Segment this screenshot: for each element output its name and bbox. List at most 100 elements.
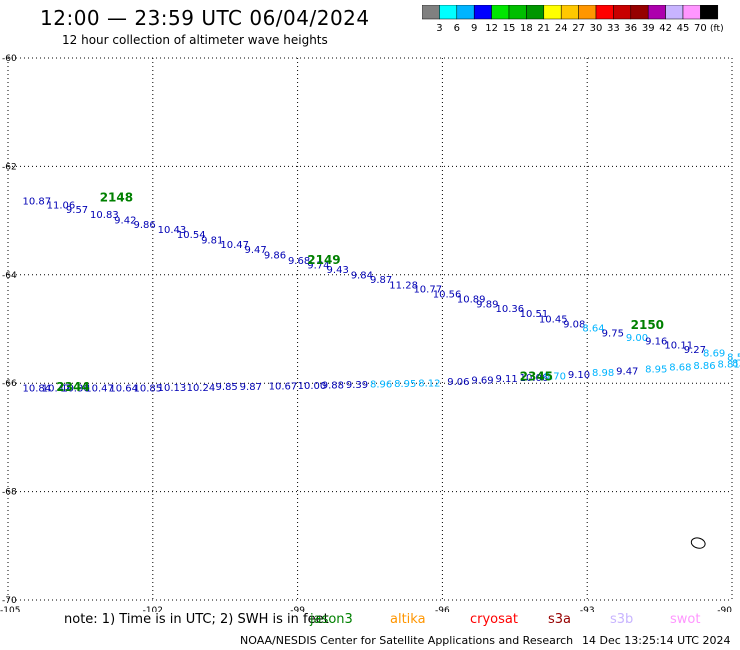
colorbar-tick-label: 24 (555, 23, 568, 34)
wave-height-value: 10.47 (220, 240, 249, 251)
wave-height-value: 9.10 (568, 370, 590, 381)
colorbar-tick-label: 36 (624, 23, 637, 34)
footer-note: note: 1) Time is in UTC; 2) SWH is in fe… (64, 612, 329, 627)
wave-height-value: 10.06 (520, 373, 549, 384)
wave-height-value: 8.12 (418, 378, 440, 389)
wave-height-value: 9.88 (322, 381, 344, 392)
wave-height-value: 9.74 (307, 260, 329, 271)
colorbar-tick-label: 70 (694, 23, 707, 34)
colorbar-tick-label: 39 (642, 23, 655, 34)
satellite-legend-item: cryosat (470, 612, 518, 627)
wave-height-value: 9.16 (645, 337, 667, 348)
credit-line: NOAA/NESDIS Center for Satellite Applica… (240, 634, 574, 647)
wave-height-value: 9.39 (346, 380, 368, 391)
wave-height-value: 9.86 (133, 220, 155, 231)
y-tick-label: -70 (2, 596, 17, 606)
colorbar-tick-label: 3 (436, 23, 442, 34)
wave-height-value: 8.95 (394, 379, 416, 390)
island-outline (690, 537, 706, 549)
wave-height-value: 9.47 (245, 245, 267, 256)
satellite-legend-item: jason3 (310, 612, 353, 627)
satellite-legend-item: swot (670, 612, 701, 627)
wave-height-value: 10.83 (90, 210, 119, 221)
wave-height-value: 9.85 (216, 382, 238, 393)
y-tick-label: -66 (2, 379, 17, 389)
wave-height-value: 9.86 (264, 251, 286, 262)
colorbar-unit: (ft) (710, 24, 724, 34)
wave-height-value: 9.08 (563, 319, 585, 330)
x-tick-label: -90 (717, 606, 732, 612)
colorbar-tick-label: 9 (471, 23, 477, 34)
track-time-label: 2148 (100, 191, 133, 205)
wave-height-value: 8.98 (592, 368, 614, 379)
y-tick-label: -60 (2, 54, 17, 64)
wave-height-value: 10.47 (42, 383, 71, 394)
colorbar-tick-label: 12 (485, 23, 498, 34)
wave-height-value: 9.27 (684, 345, 706, 356)
wave-height-value: 10.11 (664, 341, 693, 352)
wave-height-value: 10.43 (158, 225, 187, 236)
y-tick-label: -68 (2, 488, 17, 498)
color-legend: 3 6 9 12 15 18 21 24 27 30 33 36 39 42 45 70 (ft) (422, 5, 724, 34)
wave-height-value: 9.87 (240, 382, 262, 393)
colorbar-tick-label: 6 (454, 23, 460, 34)
wave-height-value: 10.56 (433, 290, 462, 301)
wave-height-value: 9.75 (602, 329, 624, 340)
wave-height-value: 9.68 (288, 256, 310, 267)
wave-height-value: 10.87 (22, 196, 51, 207)
wave-height-value: 10.36 (61, 383, 90, 394)
wave-height-value: 10.85 (133, 383, 162, 394)
wave-height-value: 9.11 (495, 374, 517, 385)
y-tick-label: -64 (2, 271, 17, 281)
page-title: 12:00 — 23:59 UTC 06/04/2024 (40, 6, 370, 30)
wave-height-value: 10.24 (187, 383, 216, 394)
wave-height-map: -105 -102 -99 -96 -93 -90 -60 -62 -64 -66 -68 -70 10… (0, 54, 740, 612)
page-subtitle: 12 hour collection of altimeter wave hei… (62, 33, 328, 47)
wave-height-value: 10.64 (109, 383, 138, 394)
wave-height-value: 8.95 (645, 364, 667, 375)
wave-height-value: 9.87 (370, 275, 392, 286)
generated-timestamp: 14 Dec 13:25:14 UTC 2024 (582, 634, 731, 647)
y-tick-label: -62 (2, 162, 17, 172)
wave-height-value: 9.89 (476, 299, 498, 310)
wave-height-value: 10.36 (495, 304, 524, 315)
wave-height-value: 9.84 (351, 271, 373, 282)
colorbar-tick-label: 18 (520, 23, 533, 34)
satellite-legend-item: altika (390, 612, 426, 627)
wave-height-value: 10.54 (177, 230, 206, 241)
track-time-label: 2344 (56, 380, 89, 394)
wave-height-value: 11.06 (47, 201, 76, 212)
wave-height-value: 10.51 (520, 309, 549, 320)
colorbar-tick-label: 21 (537, 23, 550, 34)
satellite-legend-item: s3a (548, 612, 572, 627)
wave-height-value: 9.00 (626, 333, 648, 344)
wave-height-value: 9.42 (114, 215, 136, 226)
wave-height-value: 8.81 (718, 359, 740, 370)
wave-height-value: 9.47 (616, 367, 638, 378)
wave-height-value: 10.47 (85, 383, 114, 394)
wave-height-value: 11.28 (389, 280, 418, 291)
wave-height-value: 8.96 (370, 380, 392, 391)
track-time-label: 2150 (631, 318, 664, 332)
wave-height-value: 10.77 (413, 285, 442, 296)
satellite-legend-item: s3b (610, 612, 634, 627)
wave-height-value: 8.5 (727, 352, 740, 363)
colorbar-tick-label: 33 (607, 23, 620, 34)
x-tick-label: -102 (143, 606, 163, 612)
wave-height-value: 8. (732, 358, 740, 369)
wave-height-value: 10.89 (457, 294, 486, 305)
wave-height-value: 9.81 (201, 235, 223, 246)
x-tick-label: -105 (0, 606, 20, 612)
x-tick-label: -93 (580, 606, 595, 612)
wave-height-value: 10.13 (158, 383, 187, 394)
colorbar-tick-label: 30 (590, 23, 603, 34)
colorbar-tick-label: 45 (677, 23, 690, 34)
wave-height-value: 9.43 (327, 265, 349, 276)
wave-height-value: 10.84 (22, 383, 51, 394)
colorbar-tick-label: 27 (572, 23, 585, 34)
wave-height-value: 10.00 (298, 381, 327, 392)
wave-height-value: 9.06 (447, 377, 469, 388)
satellite-legend: jason3 altika cryosat s3a s3b swot (0, 612, 740, 630)
wave-height-value: 8.86 (693, 361, 715, 372)
wave-height-value: 9.69 (471, 376, 493, 387)
